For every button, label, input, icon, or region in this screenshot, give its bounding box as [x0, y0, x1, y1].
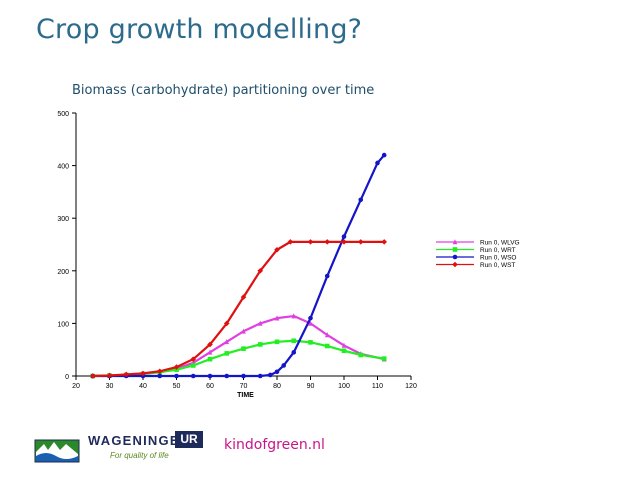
x-tick-label: 70 — [240, 383, 248, 390]
slide-title: Crop growth modelling? — [36, 14, 363, 45]
x-tick-label: 20 — [72, 383, 80, 390]
x-tick-label: 60 — [206, 383, 214, 390]
logo-wordmark: WAGENINGEN — [88, 433, 191, 448]
series-wlvg-point — [324, 332, 330, 338]
x-tick-label: 110 — [372, 383, 383, 390]
wageningen-logo: WAGENINGEN UR For quality of life — [34, 430, 224, 466]
x-tick-label: 40 — [139, 383, 147, 390]
footer-website-link[interactable]: kindofgreen.nl — [224, 437, 325, 453]
y-tick-label: 0 — [65, 374, 69, 381]
series-wrt-point — [291, 338, 297, 344]
series-wst-point — [341, 239, 347, 245]
series-wlvg-point — [224, 339, 230, 345]
series-wso-point — [308, 315, 313, 321]
series-wso-point — [174, 373, 179, 379]
legend-wso-label: Run 0, WSO — [480, 255, 516, 262]
series-wrt-point — [257, 342, 263, 347]
series-wlvg-line — [92, 314, 385, 378]
series-wrt-line — [92, 339, 385, 378]
legend-wst-label: Run 0, WST — [480, 262, 515, 269]
legend-wso-marker — [452, 254, 458, 260]
y-tick-label: 400 — [57, 164, 69, 171]
series-wrt-point — [241, 346, 246, 351]
series-wso-point — [324, 273, 330, 279]
series-wso-point — [358, 197, 364, 203]
series-wst-point — [173, 364, 180, 370]
series-wlvg-point — [341, 342, 347, 348]
series-wso-point — [241, 373, 246, 379]
logo-badge: UR — [175, 431, 203, 448]
series-wso-point — [268, 372, 273, 378]
series-wso-point — [274, 369, 280, 375]
series-wlvg-point — [207, 349, 213, 355]
series-wst-point — [381, 239, 387, 245]
series-wrt-point — [207, 356, 213, 362]
y-tick-label: 200 — [57, 269, 69, 276]
series-wst-point — [274, 246, 280, 253]
logo-emblem-icon — [34, 439, 80, 463]
legend-wlvg-marker — [452, 239, 458, 245]
series-wlvg-point — [257, 320, 263, 326]
series-wrt-point — [190, 363, 196, 368]
series-wrt-point — [274, 339, 280, 345]
x-tick-label: 100 — [338, 383, 350, 390]
series-wrt-point — [224, 351, 230, 356]
series-wrt-point — [324, 343, 330, 349]
x-tick-label: 30 — [106, 383, 114, 390]
legend-wst-marker — [452, 261, 458, 268]
series-wso-point — [381, 152, 387, 158]
series-wst-point — [307, 239, 314, 245]
chart-subtitle: Biomass (carbohydrate) partitioning over… — [72, 83, 375, 98]
series-wst-point — [207, 341, 213, 348]
series-wso-point — [341, 234, 347, 239]
series-wso-point — [190, 373, 196, 379]
legend-wrt-label: Run 0, WRT — [480, 247, 516, 254]
series-wst-point — [324, 239, 331, 245]
x-tick-label: 120 — [405, 383, 417, 390]
x-axis-label: TIME — [237, 392, 254, 399]
series-wst-point — [140, 370, 146, 377]
series-wst-point — [190, 356, 197, 362]
series-wlvg-point — [291, 313, 297, 319]
x-tick-label: 80 — [273, 383, 281, 390]
series-wlvg-point — [274, 315, 280, 321]
series-wrt-point — [341, 348, 347, 354]
series-wso-point — [375, 160, 380, 166]
x-tick-label: 90 — [307, 383, 315, 390]
series-wso-point — [257, 373, 263, 379]
series-wso-point — [157, 373, 163, 379]
series-wso-point — [224, 373, 230, 379]
series-wso-point — [281, 363, 287, 368]
series-wlvg-point — [241, 328, 246, 334]
series-wrt-point — [381, 356, 387, 361]
series-wst-point — [240, 294, 247, 300]
legend-wlvg-label: Run 0, WLVG — [480, 240, 520, 247]
series-wso-point — [207, 373, 213, 379]
series-wst-point — [257, 268, 264, 274]
series-wst-point — [89, 373, 96, 379]
series-wst-point — [106, 372, 113, 379]
series-wrt-point — [308, 340, 313, 345]
y-tick-label: 100 — [57, 321, 69, 328]
series-wst-point — [287, 239, 294, 245]
series-wrt-point — [358, 352, 364, 358]
x-tick-label: 50 — [173, 383, 181, 390]
series-wst-line — [92, 240, 385, 378]
series-wst-point — [223, 320, 230, 327]
legend-wrt-marker — [452, 247, 458, 252]
y-tick-label: 500 — [57, 111, 69, 118]
y-tick-label: 300 — [57, 216, 69, 223]
series-wst-point — [123, 371, 130, 378]
series-wst-point — [357, 239, 364, 245]
series-wso-point — [291, 350, 297, 355]
series-wlvg-point — [308, 320, 313, 326]
logo-tagline: For quality of life — [110, 451, 169, 460]
series-wst-point — [156, 368, 163, 375]
